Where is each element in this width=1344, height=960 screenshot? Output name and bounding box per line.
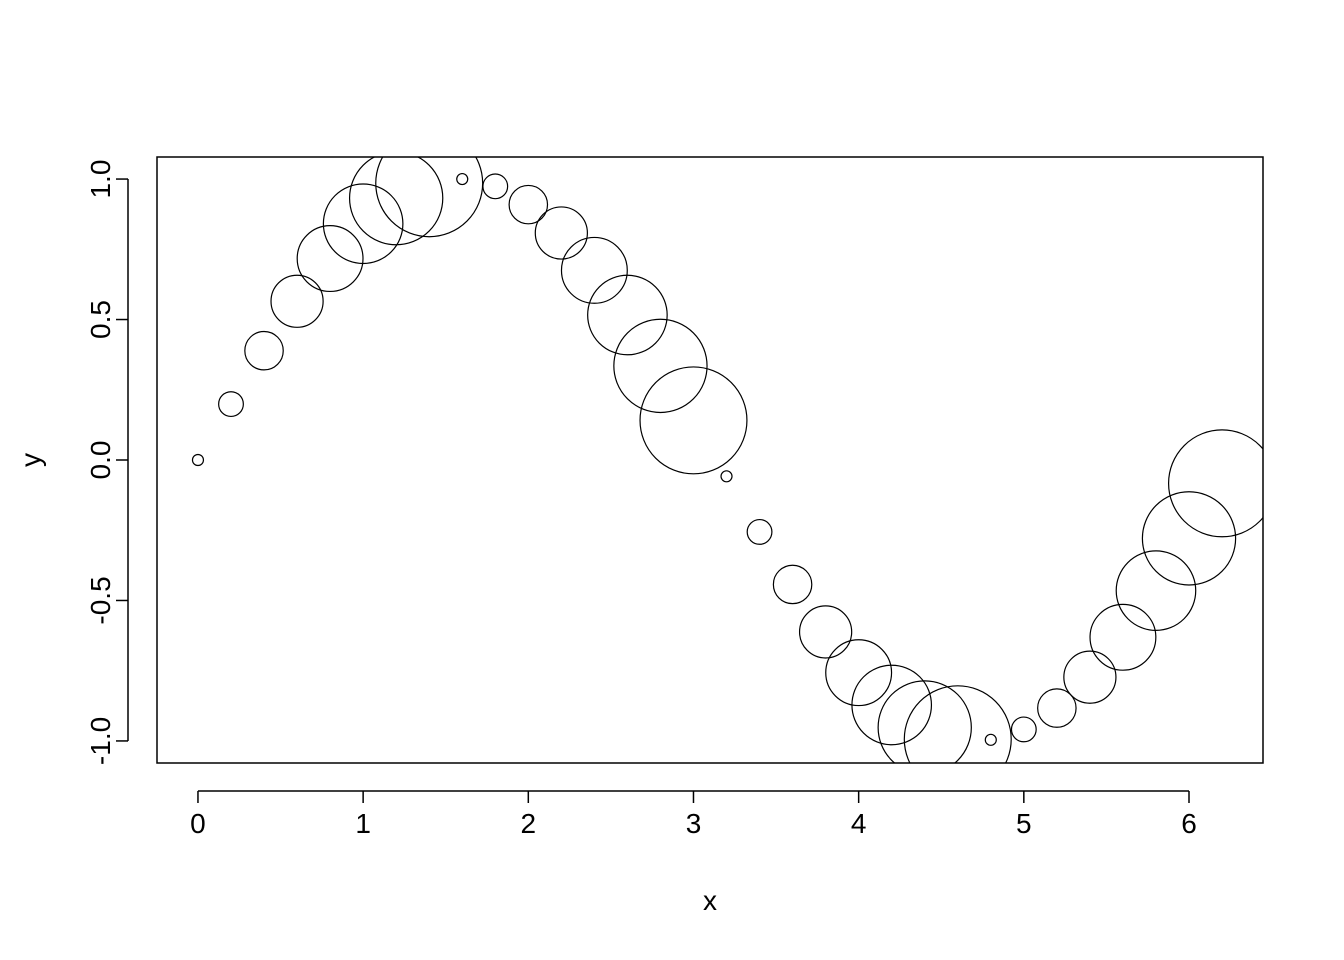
- data-point: [613, 318, 708, 414]
- x-tick-label: 1: [355, 808, 371, 839]
- data-point: [296, 225, 364, 293]
- data-point: [348, 157, 444, 246]
- data-point: [508, 184, 549, 225]
- y-tick-label: -1.0: [85, 717, 116, 765]
- data-point: [270, 274, 324, 328]
- data-point: [825, 639, 893, 707]
- data-point: [1063, 650, 1117, 704]
- data-point: [639, 366, 748, 475]
- data-point: [851, 664, 933, 746]
- data-point: [560, 236, 628, 304]
- x-axis-title: x: [703, 885, 717, 916]
- data-point: [1010, 716, 1037, 743]
- data-point: [1115, 550, 1197, 631]
- data-point: [218, 391, 244, 418]
- data-point: [534, 206, 588, 260]
- y-tick-label: 0.5: [85, 300, 116, 339]
- data-point: [746, 518, 773, 545]
- data-point: [191, 453, 205, 467]
- x-tick-label: 6: [1181, 808, 1197, 839]
- x-tick-label: 0: [190, 808, 206, 839]
- y-tick-label: -0.5: [85, 576, 116, 624]
- plot-frame: [156, 156, 1264, 764]
- data-point: [322, 183, 404, 265]
- data-point: [877, 680, 972, 763]
- data-point: [798, 605, 853, 659]
- data-point: [903, 685, 1012, 763]
- y-tick-label: 1.0: [85, 160, 116, 199]
- x-tick-label: 2: [521, 808, 537, 839]
- data-point: [1089, 603, 1157, 671]
- points-layer: [191, 157, 1263, 763]
- data-point: [984, 733, 997, 746]
- data-point: [482, 173, 509, 200]
- data-point: [1037, 688, 1077, 728]
- y-tick-label: 0.0: [85, 441, 116, 480]
- data-point: [587, 274, 668, 356]
- y-axis-title: y: [15, 453, 46, 467]
- x-tick-label: 3: [686, 808, 702, 839]
- x-tick-label: 5: [1016, 808, 1032, 839]
- x-tick-label: 4: [851, 808, 867, 839]
- data-point: [375, 157, 484, 238]
- data-point: [1141, 491, 1237, 586]
- data-point: [456, 172, 469, 186]
- data-point: [720, 470, 733, 483]
- data-point: [1168, 429, 1263, 538]
- data-point: [244, 330, 284, 371]
- data-point: [772, 564, 813, 605]
- axes-layer: 0 1 2 3 4 5 6 -1.0 -0.5 0.0 0.5 1.0: [85, 160, 1197, 839]
